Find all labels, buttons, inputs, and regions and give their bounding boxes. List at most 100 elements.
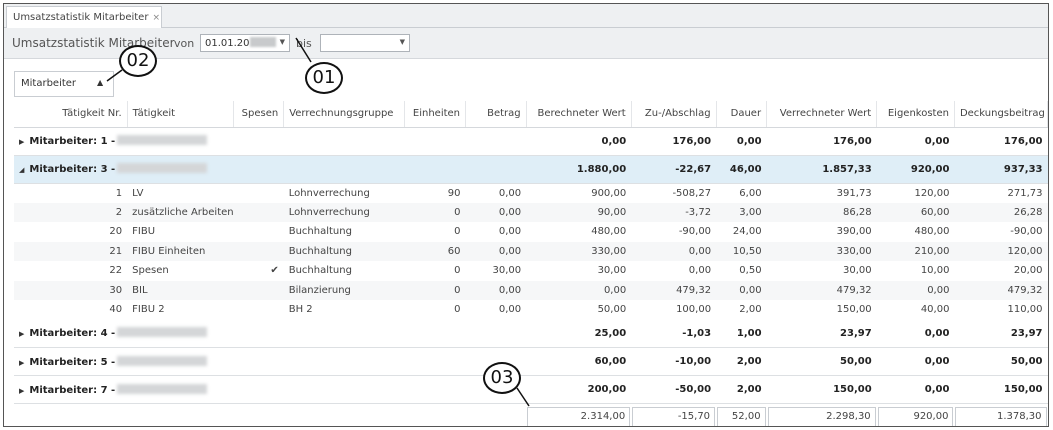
detail-einheiten: 0	[454, 304, 461, 316]
group-label: Mitarbeiter: 1 -	[29, 136, 116, 147]
table-row[interactable]: 20 FIBU Buchhaltung 0 0,00 480,00 -90,00 24,00 3…	[14, 222, 1048, 242]
detail-verrechnungsgruppe: Lohnverrechung	[288, 187, 370, 199]
table-row[interactable]: 40 FIBU 2 BH 2 0 0,00 50,00 100,00 2,00 150,00 40…	[14, 300, 1048, 320]
total-deckungsbeitrag: 1.378,30	[954, 404, 1047, 426]
detail-verrechneter-wert: 86,28	[766, 202, 877, 222]
redacted-name	[117, 135, 208, 145]
table-row[interactable]: 1 LV Lohnverrechung 90 0,00 900,00 -508,27 6,00…	[14, 183, 1048, 203]
callout-03: 03	[483, 362, 521, 394]
col-header-deckungsbeitrag[interactable]: Deckungsbeitrag	[954, 101, 1048, 128]
detail-nr: 1	[115, 187, 123, 199]
detail-verrechneter-wert: 30,00	[843, 265, 872, 277]
detail-eigenkosten: 480,00	[914, 226, 950, 238]
group-dauer: 0,00	[716, 127, 767, 156]
chevron-down-icon[interactable]: ▼	[399, 38, 405, 46]
group-row-mitarbeiter-3[interactable]: ◢ Mitarbeiter: 3 - 1.880,00 -22,67 46,00 …	[14, 155, 1048, 184]
filter-toolbar: Umsatzstatistik Mitarbeiter von 01.01.20…	[4, 28, 1048, 59]
detail-zu-abschlag: 100,00	[676, 304, 712, 316]
detail-dauer: 6,00	[739, 187, 762, 199]
detail-berechneter-wert: 30,00	[597, 265, 627, 277]
detail-verrechneter-wert: 330,00	[766, 241, 877, 261]
detail-nr: 21	[14, 241, 128, 261]
table-row[interactable]: 2 zusätzliche Arbeiten Lohnverrechung 0 0,00…	[14, 202, 1048, 222]
total-berechneter-wert: 2.314,00	[526, 404, 631, 426]
detail-dauer: 0,00	[716, 280, 767, 300]
redacted-name	[117, 163, 208, 173]
detail-eigenkosten: 0,00	[876, 280, 955, 300]
group-deckungsbeitrag: 23,97	[954, 319, 1048, 348]
expand-arrow-icon[interactable]: ▶	[19, 138, 25, 146]
group-verrechneter-wert: 176,00	[766, 127, 877, 156]
col-header-taetigkeit[interactable]: Tätigkeit	[127, 101, 234, 128]
table-row[interactable]: 30 BIL Bilanzierung 0 0,00 0,00 479,32 0,00 479,…	[14, 280, 1048, 300]
col-header-eigenkosten[interactable]: Eigenkosten	[876, 101, 955, 128]
von-date-value: 01.01.20	[205, 38, 250, 49]
statistics-grid: Tätigkeit Nr. Tätigkeit Spesen Verrechnu…	[14, 101, 1048, 426]
expand-arrow-icon[interactable]: ▶	[19, 330, 25, 339]
detail-zu-abschlag: -508,27	[672, 187, 712, 199]
detail-betrag: 0,00	[498, 187, 522, 199]
group-row-mitarbeiter-7[interactable]: ▶ Mitarbeiter: 7 - 200,00 -50,00 2,00 150…	[14, 375, 1048, 404]
detail-spesen: ✔	[270, 265, 279, 277]
group-dauer: 1,00	[716, 319, 767, 348]
col-header-dauer[interactable]: Dauer	[716, 101, 768, 128]
detail-betrag: 0,00	[498, 226, 522, 238]
expand-arrow-icon[interactable]: ▶	[19, 386, 25, 395]
detail-nr: 40	[109, 304, 123, 316]
detail-betrag: 0,00	[465, 241, 527, 261]
group-row-mitarbeiter-5[interactable]: ▶ Mitarbeiter: 5 - 60,00 -10,00 2,00 50,0…	[14, 347, 1048, 376]
group-zu-abschlag: -22,67	[631, 155, 717, 184]
tab-umsatzstatistik[interactable]: Umsatzstatistik Mitarbeiter ×	[6, 6, 162, 28]
detail-spesen	[233, 241, 284, 261]
detail-verrechnungsgruppe: Buchhaltung	[288, 265, 352, 277]
collapse-arrow-icon[interactable]: ◢	[19, 166, 25, 174]
total-zu-abschlag: -15,70	[631, 404, 716, 426]
group-zu-abschlag: -1,03	[631, 319, 717, 348]
detail-eigenkosten: 40,00	[920, 304, 950, 316]
detail-deckungsbeitrag: 271,73	[1007, 187, 1043, 199]
group-by-chip[interactable]: Mitarbeiter ▲	[14, 71, 114, 97]
von-date-combo[interactable]: 01.01.20 ▼	[200, 34, 290, 52]
chevron-down-icon[interactable]: ▼	[279, 38, 285, 46]
col-header-betrag[interactable]: Betrag	[465, 101, 527, 128]
detail-berechneter-wert: 0,00	[526, 280, 632, 300]
detail-zu-abschlag: 0,00	[688, 265, 712, 277]
detail-betrag: 0,00	[498, 304, 522, 316]
col-header-berechneter-wert[interactable]: Berechneter Wert	[526, 101, 632, 128]
col-header-spesen[interactable]: Spesen	[233, 101, 285, 128]
sort-ascending-icon[interactable]: ▲	[97, 78, 104, 87]
detail-zu-abschlag: -90,00	[678, 226, 712, 238]
detail-spesen	[233, 202, 284, 222]
group-dauer: 2,00	[716, 375, 767, 404]
von-label: von	[174, 37, 195, 50]
bis-date-combo[interactable]: ▼	[320, 34, 410, 52]
window-frame: Umsatzstatistik Mitarbeiter × Umsatzstati…	[3, 3, 1049, 427]
redacted-name	[117, 355, 208, 366]
detail-taetigkeit: Spesen	[132, 265, 169, 277]
col-header-einheiten[interactable]: Einheiten	[404, 101, 467, 128]
col-header-verrechneter-wert[interactable]: Verrechneter Wert	[766, 101, 878, 128]
detail-verrechneter-wert: 150,00	[836, 304, 872, 316]
group-row-mitarbeiter-4[interactable]: ▶ Mitarbeiter: 4 - 25,00 -1,03 1,00 23,97…	[14, 319, 1048, 348]
group-eigenkosten: 0,00	[876, 127, 955, 156]
expand-arrow-icon[interactable]: ▶	[19, 358, 25, 367]
table-row[interactable]: 21 FIBU Einheiten Buchhaltung 60 0,00 330,00 0…	[14, 241, 1048, 261]
group-deckungsbeitrag: 937,33	[954, 155, 1048, 184]
detail-einheiten: 90	[447, 187, 461, 199]
detail-zu-abschlag: 0,00	[631, 241, 717, 261]
group-row-mitarbeiter-1[interactable]: ▶ Mitarbeiter: 1 - 0,00 176,00 0,00 176,0…	[14, 127, 1048, 156]
group-eigenkosten: 0,00	[876, 319, 955, 348]
group-verrechneter-wert: 1.857,33	[766, 155, 877, 184]
table-row[interactable]: 22 Spesen ✔ Buchhaltung 0 30,00 30,00 0,00 0,50 3…	[14, 261, 1048, 281]
detail-nr: 2	[14, 202, 128, 222]
detail-berechneter-wert: 50,00	[597, 304, 627, 316]
detail-deckungsbeitrag: -90,00	[1010, 226, 1043, 238]
close-icon[interactable]: ×	[152, 13, 160, 23]
col-header-verrechnungsgruppe[interactable]: Verrechnungsgruppe	[283, 101, 406, 128]
detail-taetigkeit: BIL	[127, 280, 234, 300]
group-zu-abschlag: -50,00	[631, 375, 717, 404]
col-header-nr[interactable]: Tätigkeit Nr.	[14, 101, 128, 128]
detail-dauer: 24,00	[732, 226, 762, 238]
detail-betrag: 0,00	[465, 280, 527, 300]
col-header-zu-abschlag[interactable]: Zu-/Abschlag	[631, 101, 717, 128]
